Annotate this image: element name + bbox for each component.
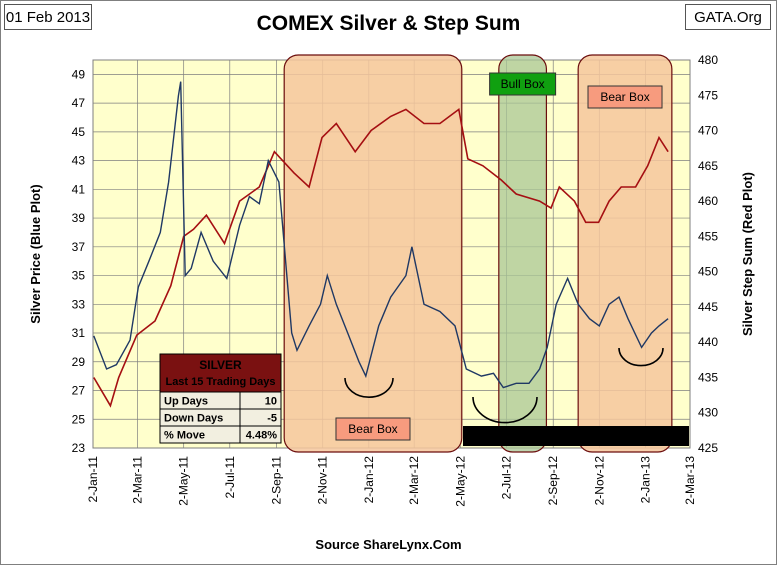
summary-table-title: SILVER <box>199 358 242 372</box>
y-left-tick-label: 27 <box>72 384 86 398</box>
y-left-tick-label: 45 <box>72 125 86 139</box>
x-tick-label: 2-Jan-11 <box>86 456 100 503</box>
step-sum-line <box>93 107 669 408</box>
y-right-tick-label: 465 <box>698 159 718 173</box>
y-left-tick-label: 23 <box>72 441 86 455</box>
x-tick-label: 2-Mar-11 <box>131 456 145 504</box>
bear-box-label: Bear Box <box>600 90 649 104</box>
summary-row-value: -5 <box>267 413 277 425</box>
y-left-tick-label: 41 <box>72 182 86 196</box>
annotation-arc <box>344 377 394 398</box>
summary-row-label: Up Days <box>164 396 208 408</box>
summary-table-header <box>159 353 282 393</box>
credit-banner <box>463 426 689 446</box>
x-tick-label: 2-Jan-13 <box>638 456 652 504</box>
y-left-tick-label: 25 <box>72 412 86 426</box>
x-tick-label: 2-Nov-11 <box>316 456 330 505</box>
y-left-axis-title: Silver Price (Blue Plot) <box>28 184 43 323</box>
y-right-tick-label: 460 <box>698 194 718 208</box>
y-right-tick-label: 435 <box>698 370 718 384</box>
y-right-tick-label: 430 <box>698 406 718 420</box>
summary-row-label: % Move <box>164 430 205 442</box>
annotation-arc <box>472 396 538 424</box>
y-left-tick-label: 49 <box>72 67 86 81</box>
y-left-tick-label: 37 <box>72 240 86 254</box>
y-right-tick-label: 450 <box>698 265 718 279</box>
y-right-tick-label: 455 <box>698 229 718 243</box>
y-right-tick-label: 470 <box>698 124 718 138</box>
x-tick-label: 2-Sep-11 <box>270 456 284 505</box>
bull-box <box>498 54 548 453</box>
bear-box-label-box <box>335 417 411 441</box>
bear-box-label-box <box>587 85 663 109</box>
summary-row-value: 10 <box>265 396 277 408</box>
y-left-tick-label: 33 <box>72 297 86 311</box>
summary-row-value: 4.48% <box>246 430 277 442</box>
bear-box <box>577 54 673 453</box>
x-tick-label: 2-Jan-12 <box>362 456 376 504</box>
y-right-tick-label: 475 <box>698 88 718 102</box>
y-right-tick-label: 445 <box>698 300 718 314</box>
x-tick-label: 2-Nov-12 <box>592 456 606 506</box>
credit-text: Graphic by Mark J. Lundeen <box>504 429 649 443</box>
y-left-tick-label: 29 <box>72 355 86 369</box>
bear-box <box>283 54 463 453</box>
bear-box-label: Bear Box <box>348 422 397 436</box>
y-left-tick-label: 39 <box>72 211 86 225</box>
x-tick-label: 2-Mar-13 <box>683 456 697 505</box>
y-right-tick-label: 440 <box>698 335 718 349</box>
summary-row-label: Down Days <box>164 413 223 425</box>
y-right-axis-title: Silver Step Sum (Red Plot) <box>740 172 755 336</box>
summary-table-subtitle: Last 15 Trading Days <box>165 376 275 388</box>
y-left-tick-label: 31 <box>72 326 86 340</box>
bull-box-label: Bull Box <box>501 77 545 91</box>
x-tick-label: 2-May-12 <box>453 456 467 507</box>
date-label: 01 Feb 2013 <box>4 4 92 30</box>
x-tick-label: 2-Sep-12 <box>546 456 560 506</box>
y-left-tick-label: 47 <box>72 96 86 110</box>
y-left-tick-label: 35 <box>72 269 86 283</box>
annotation-arc <box>618 347 664 367</box>
summary-row-value-cell <box>239 425 282 444</box>
x-tick-label: 2-Mar-12 <box>407 456 421 505</box>
y-right-tick-label: 480 <box>698 53 718 67</box>
x-tick-label: 2-Jul-12 <box>499 456 513 500</box>
source-footer: Source ShareLynx.Com <box>315 537 462 552</box>
source-tag: GATA.Org <box>685 4 771 30</box>
x-tick-label: 2-May-11 <box>177 456 191 506</box>
silver-price-line <box>93 81 669 389</box>
x-tick-label: 2-Jul-11 <box>223 456 237 499</box>
y-left-tick-label: 43 <box>72 154 86 168</box>
chart-title: COMEX Silver & Step Sum <box>256 12 521 35</box>
y-right-tick-label: 425 <box>698 441 718 455</box>
bull-box-label-box <box>489 72 557 96</box>
